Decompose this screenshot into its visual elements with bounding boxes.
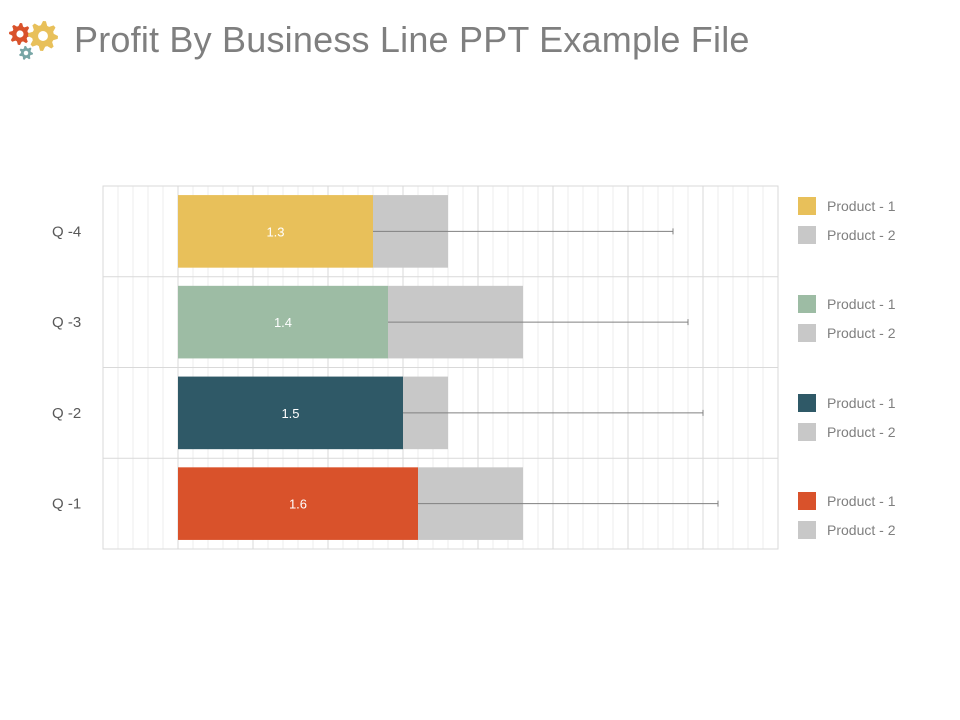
data-label: 1.6 <box>289 497 307 512</box>
category-label: Q -4 <box>52 223 81 240</box>
legend-item: Product - 1 <box>798 394 895 412</box>
legend-label: Product - 2 <box>827 325 896 341</box>
legend-swatch <box>798 197 816 215</box>
legend-swatch <box>798 521 816 539</box>
category-label: Q -2 <box>52 405 81 422</box>
legend-label: Product - 1 <box>827 395 896 411</box>
category-label: Q -1 <box>52 496 81 513</box>
legend-label: Product - 2 <box>827 424 896 440</box>
data-label: 1.4 <box>274 315 292 330</box>
gear-yellow-icon <box>28 21 58 51</box>
page-title: Profit By Business Line PPT Example File <box>74 19 750 60</box>
bar-product-1 <box>178 376 403 450</box>
bar-product-1 <box>178 195 373 268</box>
gear-red-icon <box>9 23 31 45</box>
legend-item: Product - 1 <box>798 295 895 313</box>
legend-label: Product - 1 <box>827 296 896 312</box>
legend-swatch <box>798 423 816 441</box>
plot-border <box>102 185 779 550</box>
legend-swatch <box>798 394 816 412</box>
gear-teal-icon <box>19 46 33 60</box>
legend-item: Product - 1 <box>798 197 895 215</box>
category-label: Q -3 <box>52 314 81 331</box>
gears-icon <box>9 21 58 60</box>
legend-swatch <box>798 295 816 313</box>
legend-label: Product - 1 <box>827 493 896 509</box>
header: Profit By Business Line PPT Example File <box>8 14 750 66</box>
legend-item: Product - 2 <box>798 423 895 441</box>
data-label: 1.3 <box>266 224 284 239</box>
legend-swatch <box>798 492 816 510</box>
bar-product-1 <box>178 285 388 359</box>
legend-item: Product - 2 <box>798 521 895 539</box>
legend-swatch <box>798 324 816 342</box>
legend-item: Product - 2 <box>798 324 895 342</box>
legend-label: Product - 2 <box>827 227 896 243</box>
data-label: 1.5 <box>281 406 299 421</box>
legend-label: Product - 2 <box>827 522 896 538</box>
legend-swatch <box>798 226 816 244</box>
legend-item: Product - 1 <box>798 492 895 510</box>
legend-label: Product - 1 <box>827 198 896 214</box>
legend-item: Product - 2 <box>798 226 895 244</box>
bar-product-1 <box>178 467 418 540</box>
